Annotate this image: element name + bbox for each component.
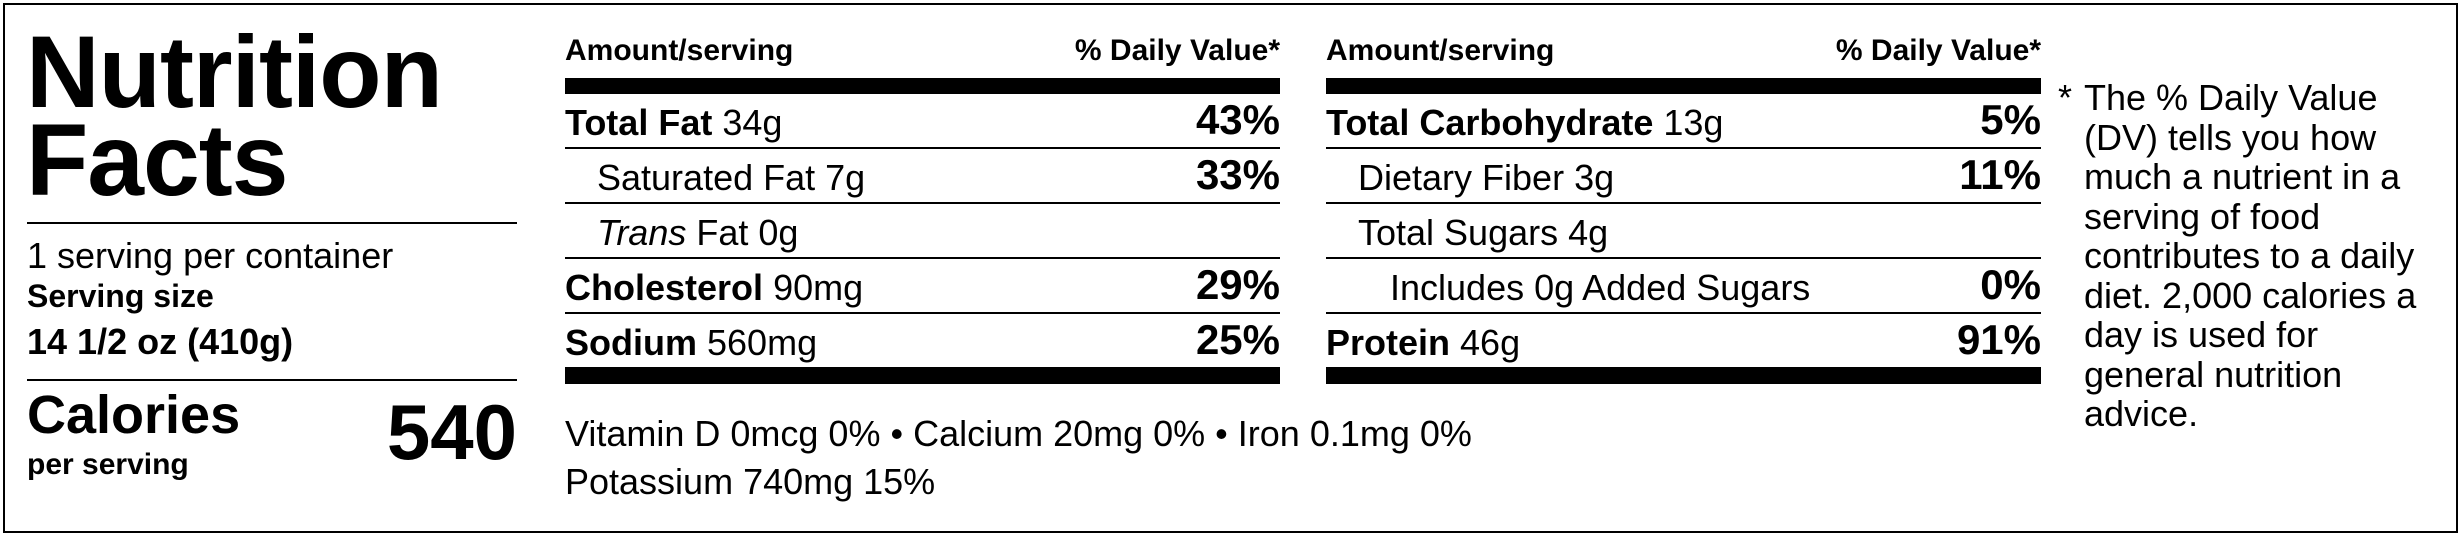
nutrient-amount: 46g (1460, 322, 1521, 363)
vitamins-line-1: Vitamin D 0mcg 0% • Calcium 20mg 0% • Ir… (565, 413, 1472, 454)
serving-size-value: 14 1/2 oz (410g) (27, 321, 294, 362)
title-line-2: Facts (26, 103, 288, 217)
nutrient-dv: 5% (1980, 96, 2041, 143)
header-amount: Amount/serving (565, 34, 794, 67)
nutrient-dv: 0% (1980, 261, 2041, 308)
vitamins-minerals: Vitamin D 0mcg 0% • Calcium 20mg 0% • Ir… (565, 410, 1472, 506)
nutrient-name: Total Carbohydrate (1326, 102, 1654, 143)
nutrient-amount: 7g (825, 157, 866, 198)
nutrient-name: Total Sugars (1358, 212, 1559, 253)
nutrient-row-cholesterol: Cholesterol 90mg 29% (565, 259, 1280, 314)
servings-per-container: 1 serving per container (27, 235, 394, 276)
nutrient-name: Sodium (565, 322, 697, 363)
vitamins-line-2: Potassium 740mg 15% (565, 461, 936, 502)
nutrient-row-sodium: Sodium 560mg 25% (565, 314, 1280, 367)
nutrient-name: Dietary Fiber (1358, 157, 1565, 198)
divider (27, 222, 517, 224)
table-header: Amount/serving % Daily Value* (565, 30, 1280, 78)
nutrient-table-right: Amount/serving % Daily Value* Total Carb… (1326, 30, 2041, 384)
nutrient-dv: 29% (1195, 261, 1280, 308)
thick-rule (565, 78, 1280, 94)
divider (27, 379, 517, 381)
nutrient-table-left: Amount/serving % Daily Value* Total Fat … (565, 30, 1280, 384)
nutrient-amount: 4g (1568, 212, 1609, 253)
thick-rule (1326, 367, 2041, 384)
header-amount: Amount/serving (1326, 34, 1555, 67)
nutrient-amount: 0g (758, 212, 799, 253)
nutrient-name: Saturated Fat (597, 157, 816, 198)
calories-label: Calories (27, 385, 241, 445)
per-serving-label: per serving (27, 448, 189, 481)
nutrient-name: Total Fat (565, 102, 713, 143)
nutrient-amount: 3g (1574, 157, 1615, 198)
header-daily-value: % Daily Value* (1074, 34, 1280, 67)
nutrient-dv: 25% (1195, 316, 1280, 363)
nutrient-row-added-sugars: Includes 0g Added Sugars 0% (1326, 259, 2041, 314)
nutrient-dv: 11% (1959, 151, 2041, 198)
nutrient-dv: 91% (1956, 316, 2041, 363)
nutrient-row-total-sugars: Total Sugars 4g (1326, 204, 2041, 259)
nutrient-dv: 43% (1195, 96, 1280, 143)
calories-value: 540 (386, 388, 517, 476)
nutrient-row-total-carbohydrate: Total Carbohydrate 13g 5% (1326, 94, 2041, 149)
nutrient-amount: 34g (722, 102, 783, 143)
nutrient-dv: 33% (1195, 151, 1280, 198)
nutrient-amount: 90mg (773, 267, 864, 308)
nutrient-row-dietary-fiber: Dietary Fiber 3g 11% (1326, 149, 2041, 204)
daily-value-footnote: * The % Daily Value (DV) tells you how m… (2058, 78, 2438, 434)
title-line-1: Nutrition (26, 15, 443, 129)
nutrient-name-rest: Fat (696, 212, 749, 253)
thick-rule (565, 367, 1280, 384)
nutrient-row-saturated-fat: Saturated Fat 7g 33% (565, 149, 1280, 204)
thick-rule (1326, 78, 2041, 94)
nutrient-name: Includes 0g Added Sugars (1390, 267, 1811, 308)
header-daily-value: % Daily Value* (1835, 34, 2041, 67)
serving-size-label: Serving size (27, 278, 214, 314)
footnote-text: The % Daily Value (DV) tells you how muc… (2084, 77, 2417, 434)
nutrient-name: Trans (597, 212, 687, 253)
nutrient-name: Protein (1326, 322, 1451, 363)
nutrient-amount: 13g (1663, 102, 1724, 143)
nutrient-amount: 560mg (707, 322, 818, 363)
label-title: Nutrition Facts (26, 15, 443, 217)
footnote-asterisk: * (2058, 77, 2073, 118)
nutrient-row-total-fat: Total Fat 34g 43% (565, 94, 1280, 149)
nutrition-label (3, 3, 2458, 533)
nutrient-row-protein: Protein 46g 91% (1326, 314, 2041, 367)
nutrient-name: Cholesterol (565, 267, 764, 308)
table-header: Amount/serving % Daily Value* (1326, 30, 2041, 78)
nutrient-row-trans-fat: Trans Fat 0g (565, 204, 1280, 259)
